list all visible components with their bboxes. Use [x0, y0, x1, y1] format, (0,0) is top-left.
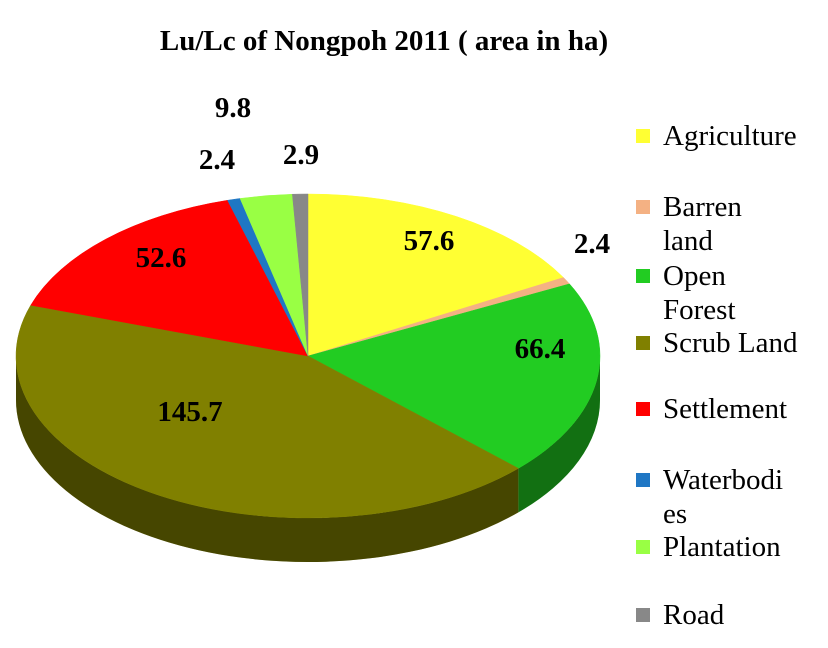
legend-label: Waterbodi	[663, 464, 783, 496]
pie-slice-open-forest	[307, 283, 601, 469]
data-label-agriculture: 57.6	[404, 225, 455, 257]
legend-swatch	[636, 608, 650, 622]
legend-label: Forest	[663, 294, 736, 326]
legend-swatch	[636, 473, 650, 487]
legend-label: Agriculture	[663, 120, 797, 152]
pie-side-scrub-land	[16, 356, 519, 562]
pie-slice-scrub-land	[15, 304, 519, 519]
pie-side-open-forest	[518, 356, 600, 513]
data-label-road: 2.9	[283, 139, 319, 171]
pie-side-shade	[518, 356, 600, 513]
data-label-barren-land: 2.4	[574, 228, 610, 260]
legend-label: Plantation	[663, 531, 781, 563]
data-label-settlement: 52.6	[136, 242, 187, 274]
pie-top	[15, 193, 601, 519]
legend-swatch	[636, 336, 650, 350]
pie-slice-settlement	[30, 199, 309, 357]
legend-label: Barren	[663, 191, 742, 223]
pie-slice-agriculture	[307, 193, 564, 357]
legend-swatch	[636, 540, 650, 554]
legend-label: Settlement	[663, 393, 787, 425]
legend-label: Road	[663, 599, 725, 631]
legend-label: Open	[663, 260, 726, 292]
legend-item-agriculture: Agriculture	[636, 120, 797, 152]
chart-title: Lu/Lc of Nongpoh 2011 ( area in ha)	[160, 25, 608, 57]
data-label-plantation: 9.8	[215, 92, 251, 124]
legend-item-plantation: Plantation	[636, 531, 781, 563]
legend-swatch	[636, 200, 650, 214]
legend-label: Scrub Land	[663, 327, 798, 359]
legend-item-scrub-land: Scrub Land	[636, 327, 798, 359]
pie-side-shade	[16, 356, 519, 562]
legend-item-road: Road	[636, 599, 725, 631]
pie-slice-road	[292, 193, 309, 357]
data-label-waterbodies: 2.4	[199, 144, 235, 176]
legend-swatch	[636, 129, 650, 143]
pie-labels: 57.6 2.4 66.4 145.7 52.6 2.4 9.8 2.9	[136, 92, 611, 428]
data-label-scrub-land: 145.7	[157, 396, 222, 428]
legend-label: land	[663, 225, 713, 257]
legend-item-settlement: Settlement	[636, 393, 787, 425]
legend-swatch	[636, 402, 650, 416]
legend-label: es	[663, 498, 687, 530]
legend-swatch	[636, 269, 650, 283]
data-label-open-forest: 66.4	[515, 333, 566, 365]
pie-sides	[16, 356, 600, 562]
